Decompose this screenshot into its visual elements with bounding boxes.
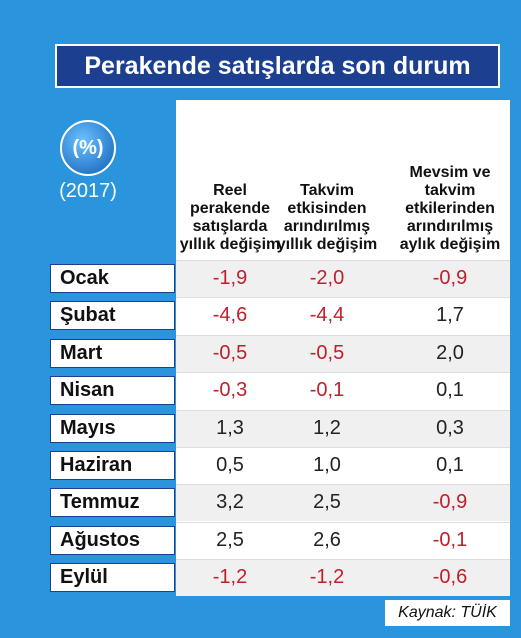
value-cell: 0,1 — [436, 379, 464, 402]
value-cell: -0,1 — [432, 528, 468, 551]
row-stripe — [176, 559, 510, 597]
row-label: Şubat — [50, 301, 175, 331]
value-cell: -1,9 — [212, 267, 248, 289]
value-cell: -0,5 — [309, 341, 345, 364]
row-label: Ağustos — [50, 525, 175, 555]
row-stripe — [176, 372, 510, 410]
row-label: Ocak — [50, 264, 175, 293]
row-stripe — [176, 334, 510, 372]
value-cell: 0,5 — [216, 454, 244, 476]
column-header: Takvim etkisinden arındırılmış yıllık de… — [276, 182, 378, 253]
value-cell: -0,5 — [212, 341, 248, 364]
row-label: Eylül — [50, 563, 175, 593]
value-cell: 1,2 — [313, 416, 341, 439]
row-stripe — [176, 260, 510, 297]
row-stripe — [176, 521, 510, 559]
unit-badge: (%) — [60, 120, 116, 176]
column-header: Reel perakende satışlarda yıllık değişim — [179, 182, 281, 253]
row-stripe — [176, 447, 510, 484]
value-cell: -1,2 — [309, 566, 345, 589]
value-cell: -2,0 — [309, 267, 345, 289]
row-stripe — [176, 484, 510, 522]
row-label: Mayıs — [50, 413, 175, 443]
column-header: Mevsim ve takvim etkilerinden arındırılm… — [399, 164, 501, 253]
value-cell: 2,5 — [313, 491, 341, 514]
row-label: Temmuz — [50, 488, 175, 518]
value-cell: -0,6 — [432, 566, 468, 589]
row-label: Mart — [50, 338, 175, 368]
value-cell: 1,7 — [436, 304, 464, 327]
value-cell: 2,6 — [313, 528, 341, 551]
value-cell: 1,0 — [313, 454, 341, 476]
value-cell: 1,3 — [216, 416, 244, 439]
value-cell: -0,1 — [309, 379, 345, 402]
value-cell: -4,4 — [309, 304, 345, 327]
row-label: Haziran — [50, 451, 175, 480]
year: (2017) — [59, 180, 117, 202]
value-cell: 2,0 — [436, 341, 464, 364]
value-cell: 0,1 — [436, 454, 464, 476]
value-cell: 0,3 — [436, 416, 464, 439]
row-label: Nisan — [50, 376, 175, 406]
value-cell: 3,2 — [216, 491, 244, 514]
title: Perakende satışlarda son durum — [55, 44, 500, 88]
value-cell: -1,2 — [212, 566, 248, 589]
value-cell: -0,3 — [212, 379, 248, 402]
value-cell: 2,5 — [216, 528, 244, 551]
value-cell: -0,9 — [432, 267, 468, 289]
value-cell: -0,9 — [432, 491, 468, 514]
row-stripe — [176, 409, 510, 447]
source: Kaynak: TÜİK — [385, 600, 510, 626]
row-stripe — [176, 297, 510, 335]
value-cell: -4,6 — [212, 304, 248, 327]
